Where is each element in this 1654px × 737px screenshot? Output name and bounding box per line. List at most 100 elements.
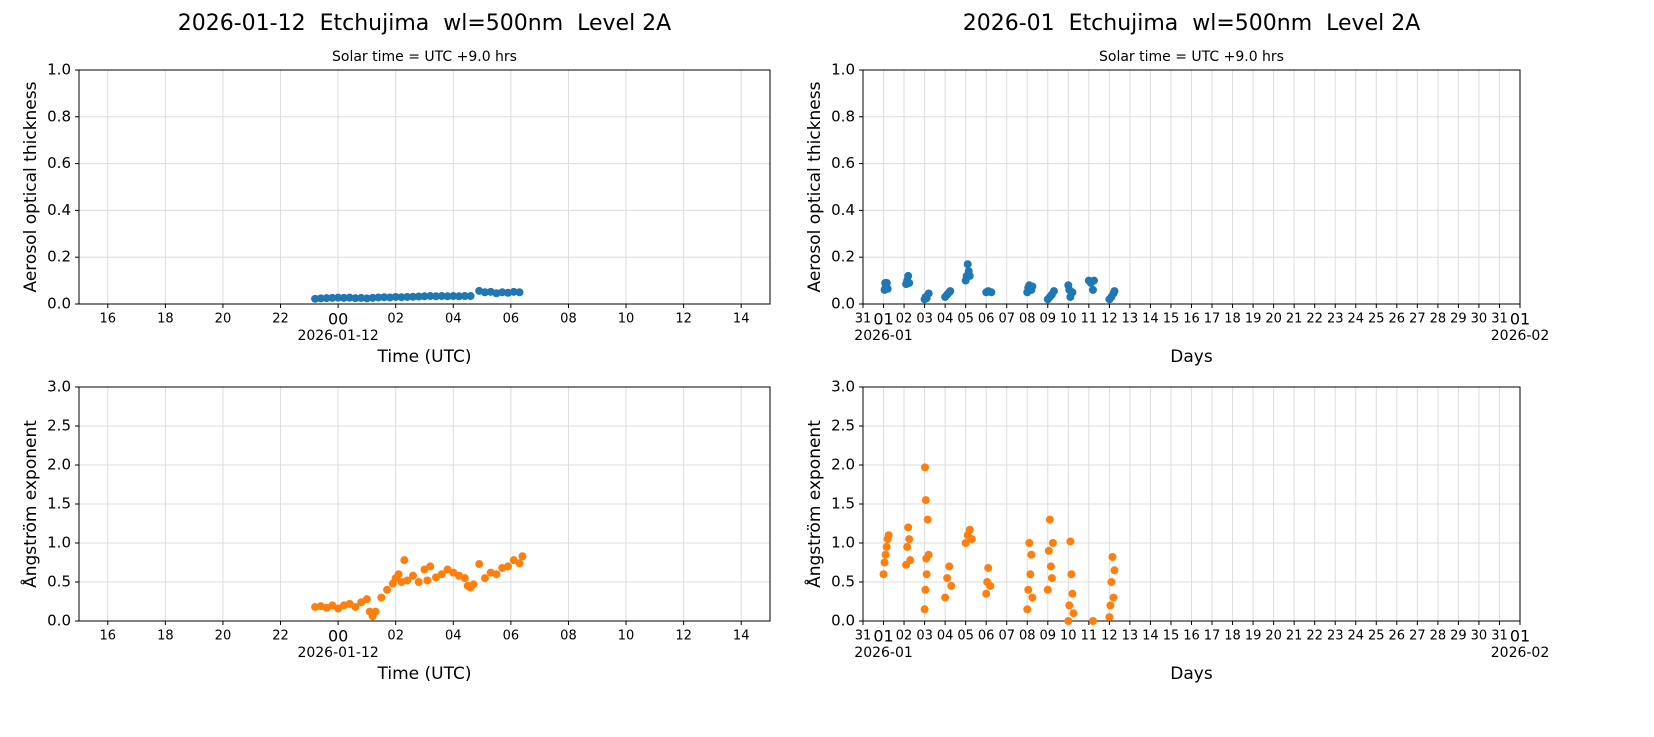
x-tick-label: 15: [1163, 629, 1180, 644]
x-axis-label: Days: [1170, 347, 1213, 367]
x-tick-label: 01: [1510, 310, 1530, 329]
x-tick-sublabel: 2026-01: [854, 328, 913, 344]
x-tick-label: 00: [328, 310, 348, 329]
x-tick-label: 30: [1471, 629, 1488, 644]
x-tick-label: 04: [445, 312, 462, 327]
y-tick-label: 1.0: [47, 534, 71, 552]
x-tick-label: 15: [1163, 312, 1180, 327]
x-tick-label: 12: [1101, 629, 1118, 644]
x-tick-label: 16: [1183, 629, 1200, 644]
data-point: [509, 287, 518, 296]
data-point: [515, 559, 524, 568]
x-axis-label: Time (UTC): [377, 347, 472, 367]
data-point: [922, 570, 931, 579]
x-tick-label: 21: [1286, 312, 1303, 327]
data-point: [905, 278, 914, 287]
x-tick-label: 20: [1265, 312, 1282, 327]
x-tick-label: 12: [1101, 312, 1118, 327]
data-point: [1088, 285, 1097, 294]
x-tick-label: 00: [328, 627, 348, 646]
x-tick-label: 27: [1409, 312, 1426, 327]
data-point: [881, 550, 890, 559]
x-tick-label: 31: [1491, 629, 1508, 644]
data-point: [466, 292, 475, 301]
data-point: [1107, 578, 1116, 586]
data-point: [394, 570, 403, 579]
data-point: [1064, 617, 1073, 625]
x-tick-sublabel: 2026-02: [1491, 645, 1550, 661]
data-point: [1026, 570, 1035, 579]
y-tick-label: 3.0: [831, 378, 855, 396]
x-tick-label: 10: [1060, 312, 1077, 327]
data-point: [965, 525, 974, 534]
y-axis-label: Aerosol optical thickness: [805, 81, 825, 292]
data-point: [322, 294, 331, 303]
x-tick-label: 10: [1060, 629, 1077, 644]
data-point: [328, 293, 337, 302]
data-point: [414, 292, 423, 301]
plot-frame: [78, 69, 771, 305]
data-point: [374, 293, 383, 302]
data-point: [879, 570, 888, 579]
x-tick-label: 25: [1368, 312, 1385, 327]
data-point: [984, 563, 993, 572]
x-tick-label: 17: [1204, 312, 1221, 327]
x-tick-label: 14: [1142, 312, 1159, 327]
x-tick-label: 10: [618, 629, 635, 644]
x-tick-label: 29: [1450, 312, 1467, 327]
x-tick-label: 27: [1409, 629, 1426, 644]
data-point: [882, 278, 891, 287]
data-point: [492, 570, 501, 579]
data-point: [437, 292, 446, 301]
data-point: [904, 271, 913, 280]
y-tick-label: 0.2: [47, 248, 71, 266]
data-point: [1045, 515, 1054, 524]
y-tick-label: 1.0: [831, 61, 855, 79]
data-point: [380, 293, 389, 302]
x-tick-label: 11: [1081, 312, 1098, 327]
data-point: [943, 574, 952, 583]
data-point: [432, 292, 441, 301]
data-point: [882, 542, 891, 551]
x-tick-label: 03: [916, 629, 933, 644]
y-tick-label: 0.8: [47, 107, 71, 125]
y-tick-label: 2.5: [831, 417, 855, 435]
data-point: [480, 574, 489, 583]
y-tick-label: 0.4: [47, 201, 71, 219]
y-tick-label: 0.5: [47, 573, 71, 591]
x-tick-label: 08: [1019, 629, 1036, 644]
data-point: [426, 562, 435, 571]
x-tick-label: 02: [387, 312, 404, 327]
y-tick-label: 0.6: [831, 154, 855, 172]
x-tick-label: 30: [1471, 312, 1488, 327]
x-tick-label: 14: [733, 312, 750, 327]
x-tick-label: 29: [1450, 629, 1467, 644]
data-point: [1044, 546, 1053, 555]
x-tick-label: 22: [272, 629, 289, 644]
chart-title: 2026-01-12 Etchujima wl=500nm Level 2A: [178, 11, 671, 36]
data-point: [1027, 550, 1036, 559]
data-point: [311, 294, 320, 303]
x-tick-sublabel: 2026-01-12: [297, 328, 378, 344]
x-tick-label: 02: [896, 312, 913, 327]
x-tick-label: 20: [1265, 629, 1282, 644]
data-point: [371, 607, 380, 616]
x-tick-label: 28: [1430, 629, 1447, 644]
data-point: [443, 292, 452, 301]
data-point: [924, 289, 933, 298]
data-point: [362, 595, 371, 604]
data-point: [1068, 288, 1077, 297]
y-tick-label: 0.0: [831, 295, 855, 313]
data-point: [351, 294, 360, 303]
x-tick-label: 26: [1389, 312, 1406, 327]
x-tick-label: 04: [937, 312, 954, 327]
data-point: [1043, 585, 1052, 594]
data-point: [518, 552, 527, 561]
x-tick-label: 16: [1183, 312, 1200, 327]
data-point: [414, 578, 423, 586]
x-tick-label: 03: [916, 312, 933, 327]
x-tick-sublabel: 2026-01: [854, 645, 913, 661]
data-point: [921, 496, 930, 505]
plot-frame: [862, 69, 1521, 305]
x-tick-label: 01: [873, 310, 893, 329]
